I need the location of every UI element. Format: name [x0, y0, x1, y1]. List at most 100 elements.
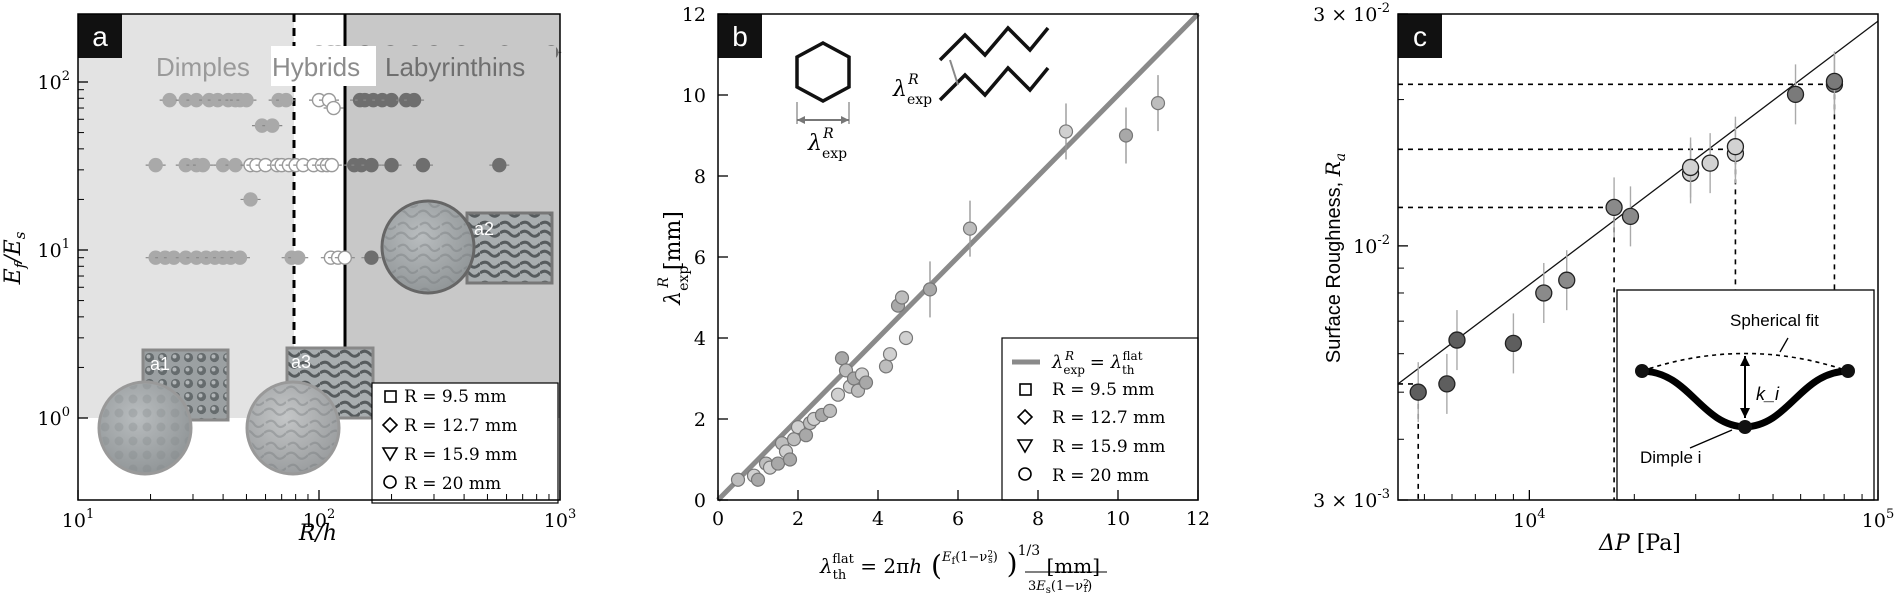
axis-c: 104 105 3 × 10-3 10-2 3 × 10-2	[1313, 1, 1894, 532]
inset-a3: a3	[245, 346, 375, 476]
data-point-hybrids	[337, 250, 353, 265]
axis-c-xtick-label: 105	[1862, 507, 1894, 532]
data-point	[1535, 284, 1553, 302]
data-point	[770, 456, 786, 471]
inset-a3-label: a3	[291, 352, 311, 372]
inset-c-label-spherical: Spherical fit	[1730, 311, 1819, 330]
axis-c-ytick-label: 3 × 10-2	[1313, 1, 1390, 26]
inset-a1-label: a1	[150, 354, 170, 374]
legend-a-entry-4: R = 20 mm	[404, 474, 501, 494]
data-point	[1504, 334, 1523, 353]
legend-b-entry-3: R = 12.7 mm	[1052, 408, 1165, 428]
inset-c: k_i Spherical fit Dimple i	[1616, 289, 1875, 501]
zigzag-schematic-top	[938, 25, 1050, 62]
axis-b-ylabel: λexpR [mm]	[656, 211, 692, 306]
legend-b-marker-triangle	[1016, 439, 1034, 454]
axis-c-ytick-label: 3 × 10-3	[1313, 487, 1390, 512]
axis-b-xtick-label: 8	[1032, 508, 1044, 530]
axis-b-xtick-label: 10	[1106, 508, 1130, 530]
data-point-labyrinthins	[364, 157, 379, 173]
legend-b-marker-diamond	[1016, 408, 1034, 426]
data-point	[1448, 331, 1466, 349]
legend-a-entry-2: R = 12.7 mm	[404, 416, 517, 436]
data-point	[1621, 207, 1640, 226]
axis-b-xlabel: λthflat = 2πh (Ef(1−ν2 s) )1/3 [mm]	[819, 543, 1100, 583]
data-point-labyrinthins	[492, 157, 507, 173]
axis-b-ytick-label: 8	[694, 166, 706, 188]
axis-b-xtick-label: 4	[872, 508, 884, 530]
hex-lambda-label: λexpR	[807, 126, 847, 162]
axis-b-ytick-label: 10	[682, 85, 706, 107]
data-point	[858, 375, 874, 390]
data-point	[962, 221, 978, 236]
data-point-dimples	[239, 92, 254, 108]
data-point	[894, 290, 910, 305]
spherical-fit-curve	[1641, 352, 1849, 372]
fit-line	[1397, 20, 1879, 385]
b-points	[730, 75, 1166, 487]
data-point	[922, 282, 938, 297]
legend-b-entry-4: R = 15.9 mm	[1052, 437, 1165, 457]
data-point-dimples	[265, 118, 280, 133]
axis-c-xtick-label: 104	[1513, 507, 1545, 532]
c-points	[1409, 51, 1844, 423]
data-point-hybrids	[324, 157, 339, 173]
axis-a-ytick-label: 100	[38, 405, 70, 430]
data-point	[1681, 158, 1700, 177]
data-point	[830, 387, 846, 402]
legend-a-entry-1: R = 9.5 mm	[404, 387, 507, 407]
axis-b: 0 2 4 6 8 10 12 0 2 4 6 8 10 12	[682, 4, 1210, 530]
legend-a-marker-square	[384, 390, 397, 403]
data-point-dimples	[243, 192, 258, 207]
panel-c-label-box	[1398, 14, 1442, 58]
legend-b-entry-1: λexpR = λthflat	[1051, 349, 1143, 377]
axis-b-ytick-label: 2	[694, 409, 706, 431]
data-point-hybrids	[326, 100, 341, 116]
data-point	[834, 351, 850, 366]
data-point	[1558, 271, 1576, 289]
axis-a-ytick-label: 101	[38, 237, 70, 262]
region-label-hybrids: Hybrids	[272, 52, 360, 82]
data-point	[1786, 85, 1805, 104]
inset-a1: a1	[97, 348, 230, 476]
region-label-bg-hybrids	[271, 46, 376, 86]
hexagon-schematic	[795, 41, 851, 103]
inset-c-label-k: k_i	[1756, 384, 1780, 404]
data-point-labyrinthins	[384, 92, 399, 108]
axis-b-xlabel-denominator: 3Es(1−ν2 f)	[1028, 579, 1092, 596]
data-point	[878, 359, 894, 374]
axis-b-xtick-label: 12	[1186, 508, 1210, 530]
data-point	[782, 452, 798, 467]
legend-a: R = 9.5 mm R = 12.7 mm R = 15.9 mm R = 2…	[371, 382, 559, 504]
panel-a-label: a	[92, 21, 108, 52]
axis-b-ytick-label: 0	[694, 490, 706, 512]
data-point-labyrinthins	[364, 250, 379, 265]
panel-b-label: b	[732, 21, 748, 52]
panel-b-label-box	[718, 14, 762, 58]
data-point	[1438, 375, 1456, 393]
data-point-dimples	[232, 250, 248, 265]
data-point	[1118, 128, 1134, 143]
axis-a-ylabel: Ef/Es	[1, 231, 29, 285]
legend-b: λexpR = λthflat R = 9.5 mm R = 12.7 mm R…	[1001, 337, 1199, 501]
axis-b-xtick-label: 2	[792, 508, 804, 530]
panel-b: b λexpR λexpR λexpR = λthflat R = 9.5 mm…	[656, 4, 1210, 596]
axis-b-xtick-label: 6	[952, 508, 964, 530]
region-label-labyrinthins: Labyrinthins	[385, 52, 525, 82]
panel-c-label: c	[1413, 21, 1427, 52]
panel-a: a Dimples Hybrids Labyrinthins a1 a3 a2	[1, 13, 576, 546]
data-point	[822, 403, 838, 418]
data-point	[898, 330, 914, 346]
panel-a-label-box	[78, 14, 122, 58]
data-point	[750, 472, 766, 487]
data-point-dimples	[291, 250, 306, 265]
legend-b-entry-5: R = 20 mm	[1052, 466, 1149, 486]
data-point	[1726, 138, 1745, 156]
panel-c: c k_i Spherical fit Dimple i 104 105 3 × 1…	[1313, 1, 1894, 556]
legend-a-marker-triangle	[381, 447, 399, 462]
legend-a-entry-3: R = 15.9 mm	[404, 445, 517, 465]
data-point	[1701, 154, 1719, 172]
axis-b-ytick-label: 12	[682, 4, 706, 26]
axis-b-ytick-label: 6	[694, 247, 706, 269]
